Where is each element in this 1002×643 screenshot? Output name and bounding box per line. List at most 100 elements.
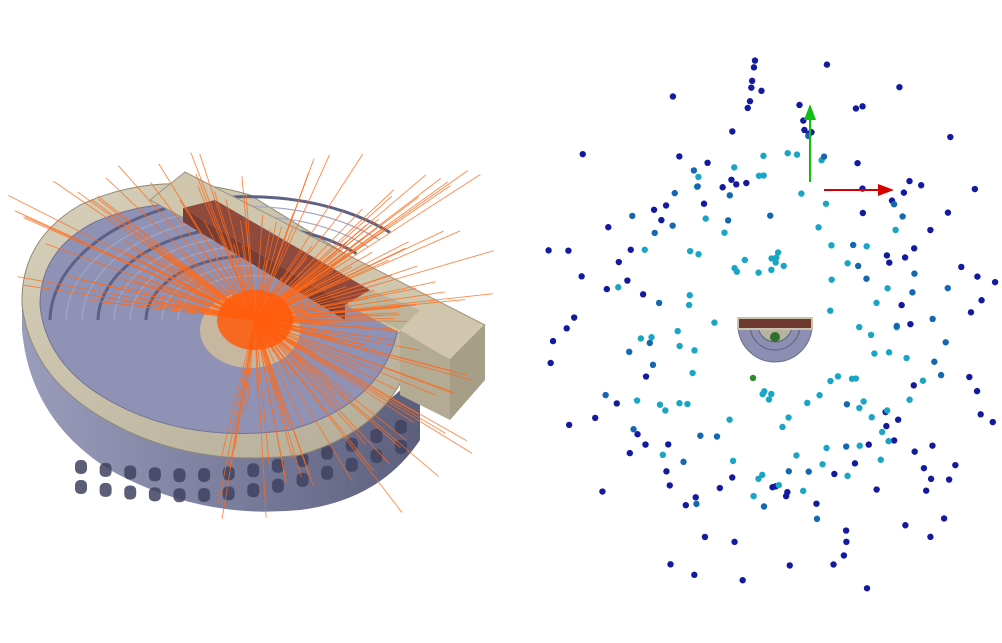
- camera-point-inner: [657, 401, 663, 407]
- camera-point-outer: [968, 309, 974, 315]
- camera-point-mid: [694, 183, 700, 189]
- camera-point-outer: [643, 373, 649, 379]
- camera-point-mid: [630, 426, 636, 432]
- camera-point-inner: [638, 335, 644, 341]
- camera-point-inner: [760, 153, 766, 159]
- camera-point-inner: [920, 377, 926, 383]
- camera-point-outer: [927, 227, 933, 233]
- camera-point-outer: [883, 423, 889, 429]
- camera-point-mid: [850, 242, 856, 248]
- camera-point-outer: [701, 201, 707, 207]
- camera-point-outer: [787, 562, 793, 568]
- camera-point-outer: [670, 93, 676, 99]
- camera-point-outer: [873, 486, 879, 492]
- camera-point-outer: [966, 374, 972, 380]
- camera-point-outer: [624, 277, 630, 283]
- camera-point-inner: [884, 285, 890, 291]
- camera-point-inner: [711, 319, 717, 325]
- camera-point-outer: [627, 450, 633, 456]
- camera-point-inner: [793, 452, 799, 458]
- camera-point-outer: [663, 468, 669, 474]
- camera-point-outer: [605, 224, 611, 230]
- camera-point-inner: [815, 224, 821, 230]
- camera-point-inner: [776, 482, 782, 488]
- camera-point-inner: [835, 373, 841, 379]
- camera-point-inner: [660, 452, 666, 458]
- camera-point-outer: [854, 160, 860, 166]
- camera-point-outer: [783, 493, 789, 499]
- camera-point-inner: [642, 247, 648, 253]
- camera-point-outer: [958, 264, 964, 270]
- camera-point-inner: [756, 173, 762, 179]
- camera-point-outer: [992, 279, 998, 285]
- camera-point-inner: [827, 307, 833, 313]
- camera-point-mid: [761, 503, 767, 509]
- camera-point-outer: [974, 273, 980, 279]
- camera-point-outer: [923, 487, 929, 493]
- camera-point-outer: [663, 202, 669, 208]
- camera-point-mid: [821, 153, 827, 159]
- camera-point-outer: [978, 297, 984, 303]
- camera-point-outer: [841, 552, 847, 558]
- camera-point-outer: [901, 189, 907, 195]
- camera-point-inner: [804, 400, 810, 406]
- camera-point-outer: [550, 338, 556, 344]
- camera-point-inner: [794, 151, 800, 157]
- camera-point-outer: [859, 103, 865, 109]
- camera-point-inner: [827, 378, 833, 384]
- camera-point-outer: [693, 494, 699, 500]
- camera-point-outer: [927, 534, 933, 540]
- camera-point-outer: [796, 102, 802, 108]
- camera-point-mid: [844, 401, 850, 407]
- camera-point-outer: [604, 286, 610, 292]
- camera-point-inner: [689, 370, 695, 376]
- camera-point-outer: [717, 485, 723, 491]
- camera-point-outer: [758, 88, 764, 94]
- camera-point-inner: [856, 324, 862, 330]
- camera-point-mid: [942, 339, 948, 345]
- camera-point-inner: [892, 227, 898, 233]
- camera-point-outer: [658, 217, 664, 223]
- camera-point-outer: [852, 460, 858, 466]
- camera-point-inner: [869, 414, 875, 420]
- camera-point-outer: [747, 98, 753, 104]
- camera-point-outer: [571, 314, 577, 320]
- camera-point-mid: [806, 468, 812, 474]
- camera-point-inner: [878, 457, 884, 463]
- camera-point-outer: [634, 431, 640, 437]
- camera-point-outer: [918, 182, 924, 188]
- camera-point-inner: [615, 284, 621, 290]
- camera-point-outer: [743, 180, 749, 186]
- camera-point-inner: [731, 164, 737, 170]
- camera-point-outer: [628, 247, 634, 253]
- camera-point-mid: [899, 213, 905, 219]
- camera-point-outer: [729, 474, 735, 480]
- camera-point-outer: [907, 321, 913, 327]
- camera-point-inner: [676, 400, 682, 406]
- camera-point-inner: [816, 392, 822, 398]
- camera-point-mid: [725, 217, 731, 223]
- camera-positions-view: [500, 0, 1002, 639]
- camera-point-inner: [871, 350, 877, 356]
- camera-point-outer: [665, 441, 671, 447]
- camera-point-outer: [977, 411, 983, 417]
- camera-point-outer: [752, 57, 758, 63]
- theatre-model-with-ray-casting-icon: [0, 0, 500, 639]
- camera-point-mid: [629, 213, 635, 219]
- camera-point-inner: [768, 391, 774, 397]
- camera-point-inner: [828, 276, 834, 282]
- camera-point-outer: [702, 534, 708, 540]
- camera-point-mid: [697, 432, 703, 438]
- camera-point-mid: [767, 212, 773, 218]
- camera-point-outer: [906, 178, 912, 184]
- camera-point-mid: [680, 459, 686, 465]
- camera-point-mid: [945, 285, 951, 291]
- camera-point-outer: [599, 488, 605, 494]
- camera-point-outer: [719, 184, 725, 190]
- camera-point-outer: [813, 500, 819, 506]
- camera-point-outer: [545, 247, 551, 253]
- camera-point-outer: [941, 515, 947, 521]
- camera-point-outer: [616, 259, 622, 265]
- camera-point-inner: [768, 255, 774, 261]
- camera-point-outer: [676, 153, 682, 159]
